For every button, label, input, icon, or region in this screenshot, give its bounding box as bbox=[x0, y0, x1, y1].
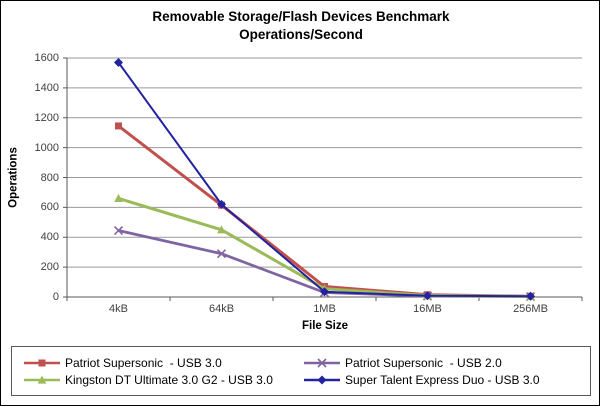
x-tick-label: 1MB bbox=[313, 303, 336, 315]
marker-x bbox=[216, 249, 227, 259]
legend: Patriot Supersonic - USB 3.0 Patriot Supe… bbox=[11, 346, 591, 396]
chart-title-line1: Removable Storage/Flash Devices Benchmar… bbox=[152, 9, 450, 24]
marker-square bbox=[115, 122, 122, 130]
chart-title-line2: Operations/Second bbox=[239, 27, 363, 42]
legend-swatch-diamond-icon bbox=[304, 375, 340, 384]
marker-diamond bbox=[526, 291, 535, 301]
marker-diamond bbox=[423, 291, 432, 301]
series-line-0 bbox=[117, 124, 531, 298]
chart-title: Removable Storage/Flash Devices Benchmar… bbox=[1, 8, 599, 44]
y-tick-label: 200 bbox=[40, 261, 59, 274]
y-tick-label: 0 bbox=[52, 291, 59, 303]
series-line-3 bbox=[117, 61, 531, 298]
marker-triangle bbox=[114, 193, 123, 203]
legend-marker bbox=[317, 357, 327, 368]
x-tick-label: 16MB bbox=[413, 303, 442, 315]
x-axis-title: File Size bbox=[301, 320, 349, 332]
y-tick-label: 1600 bbox=[34, 52, 59, 64]
legend-item: Super Talent Express Duo - USB 3.0 bbox=[304, 373, 584, 387]
marker-diamond bbox=[320, 287, 329, 297]
legend-item: Patriot Supersonic - USB 2.0 bbox=[304, 356, 584, 370]
legend-label: Super Talent Express Duo - USB 3.0 bbox=[345, 372, 540, 387]
series-line-2 bbox=[118, 196, 531, 298]
legend-marker bbox=[38, 359, 46, 366]
marker-x bbox=[113, 225, 124, 236]
y-tick-label: 400 bbox=[40, 231, 59, 244]
legend-swatch-triangle-icon bbox=[24, 375, 60, 384]
legend-swatch-square-icon bbox=[24, 359, 60, 366]
y-tick-label: 1200 bbox=[34, 111, 59, 124]
x-tick-label: 4kB bbox=[109, 303, 128, 315]
marker-diamond bbox=[114, 57, 123, 67]
legend-item: Kingston DT Ultimate 3.0 G2 - USB 3.0 bbox=[24, 373, 304, 387]
y-tick-label: 800 bbox=[40, 171, 59, 184]
x-tick-label: 256MB bbox=[513, 303, 548, 315]
marker-triangle bbox=[217, 225, 226, 234]
y-tick-label: 600 bbox=[40, 201, 59, 214]
y-tick-label: 1400 bbox=[34, 81, 59, 94]
legend-marker bbox=[317, 375, 327, 384]
legend-swatch-x-icon bbox=[304, 357, 340, 368]
legend-label: Patriot Supersonic - USB 3.0 bbox=[65, 355, 222, 370]
x-tick-label: 64kB bbox=[208, 303, 235, 315]
legend-marker bbox=[37, 375, 47, 384]
marker-diamond bbox=[217, 199, 226, 209]
y-axis-title: Operations bbox=[7, 147, 20, 208]
legend-label: Kingston DT Ultimate 3.0 G2 - USB 3.0 bbox=[65, 372, 273, 387]
legend-label: Patriot Supersonic - USB 2.0 bbox=[345, 355, 502, 370]
y-tick-label: 1000 bbox=[34, 141, 59, 154]
legend-item: Patriot Supersonic - USB 3.0 bbox=[24, 356, 304, 370]
